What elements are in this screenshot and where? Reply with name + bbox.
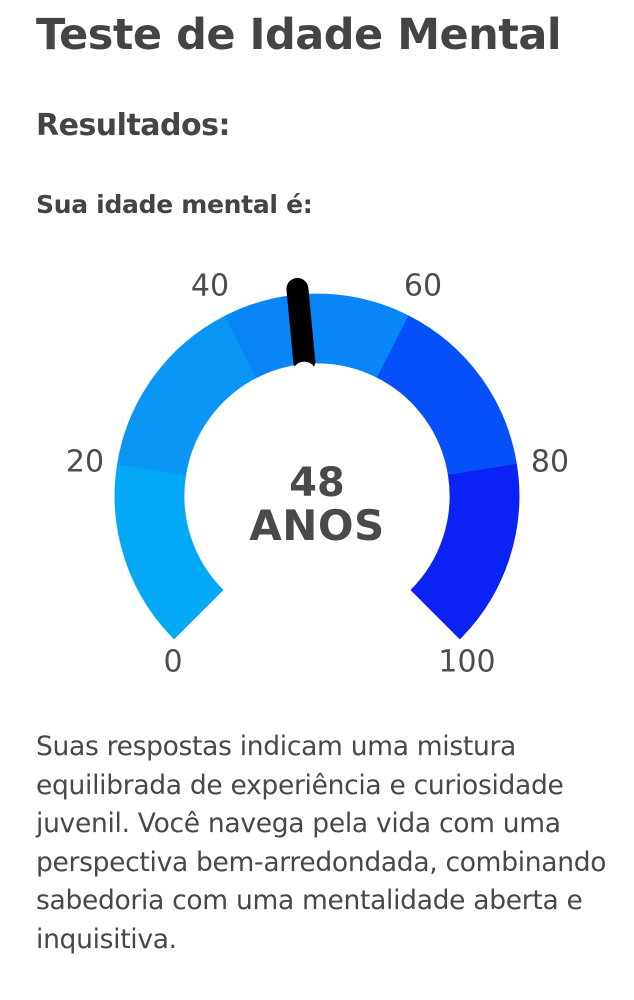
gauge-needle: [286, 277, 316, 373]
gauge-segment-80-100: [410, 463, 520, 640]
gauge-tick-80: 80: [530, 444, 570, 480]
result-description: Suas respostas indicam uma mistura equil…: [36, 731, 607, 955]
gauge-tick-20: 20: [65, 444, 105, 480]
gauge-value-unit: ANOS: [249, 501, 385, 550]
gauge-value-number: 48: [289, 460, 345, 506]
gauge-tick-40: 40: [190, 268, 230, 304]
gauge-tick-60: 60: [403, 268, 443, 304]
gauge-segment-60-80: [376, 315, 517, 476]
gauge-segment-40-60: [224, 293, 410, 379]
results-heading: Resultados:: [36, 108, 230, 143]
gauge-value-readout: 48 ANOS: [249, 462, 385, 548]
gauge-segment-20-40: [117, 315, 258, 476]
gauge-arc: [114, 277, 520, 640]
mental-age-label: Sua idade mental é:: [36, 190, 313, 219]
gauge-tick-0: 0: [163, 644, 183, 680]
page-title: Teste de Idade Mental: [36, 10, 562, 60]
gauge-tick-100: 100: [438, 644, 496, 680]
gauge-segment-0-20: [114, 463, 224, 640]
mental-age-gauge: 0 20 40 60 80 100 48 ANOS: [0, 250, 634, 700]
